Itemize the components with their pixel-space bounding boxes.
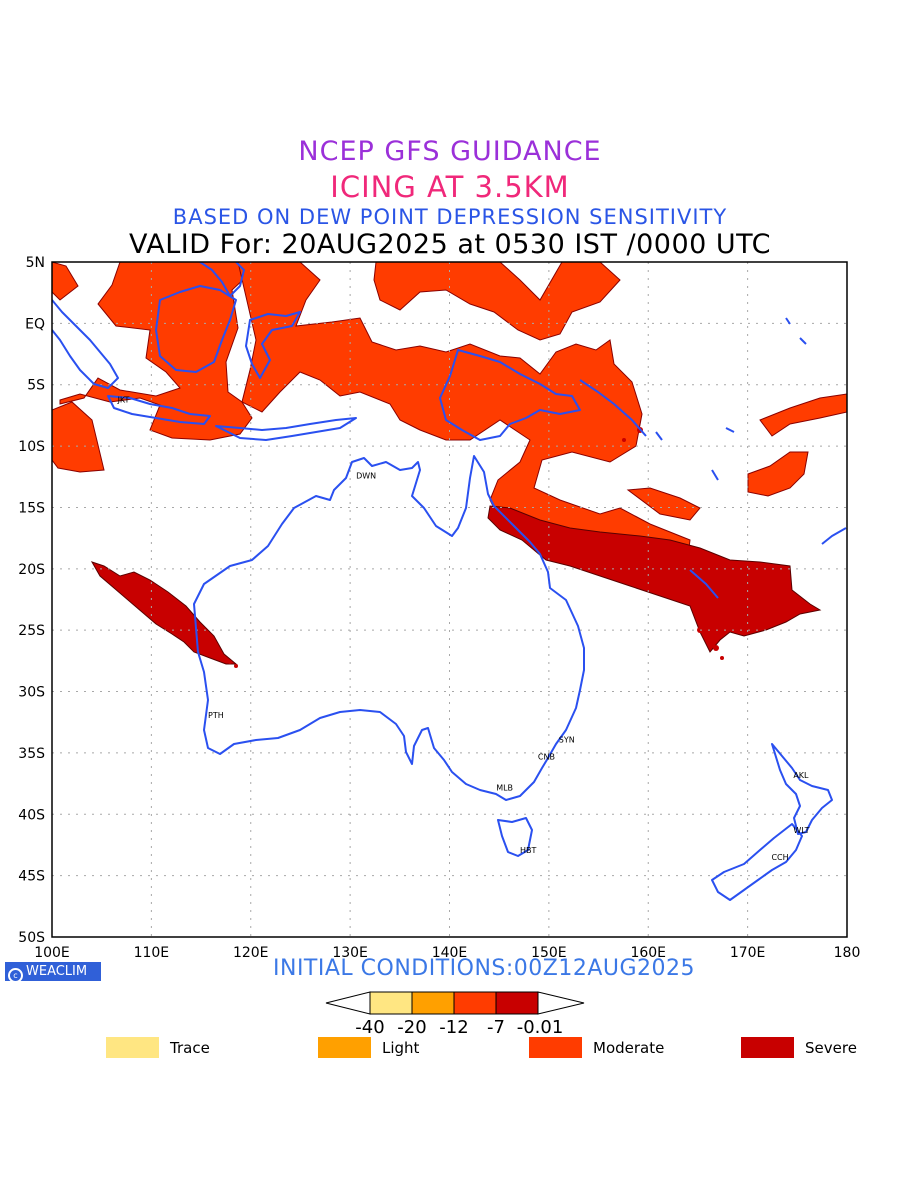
colorbar-swatch-moderate: [453, 991, 497, 1015]
new-guinea-coastline: [439, 349, 581, 441]
legend-swatch-moderate: [529, 1037, 582, 1058]
colorbar-left-arrow: [325, 991, 371, 1015]
copyright-icon: c: [8, 968, 23, 983]
latitude-tick-label: 50S: [18, 930, 45, 946]
moderate-icing-area: [52, 262, 263, 473]
colorbar: [325, 991, 585, 1015]
australia-coastline: [193, 455, 585, 801]
station-label: JKT: [117, 395, 130, 404]
borneo-coastline: [155, 285, 237, 373]
latitude-tick-label: 35S: [18, 746, 45, 762]
colorbar-swatch-light: [411, 991, 455, 1015]
java-coastline: [107, 395, 211, 425]
latitude-tick-label: 10S: [18, 439, 45, 455]
moderate-icing-area: [373, 262, 847, 521]
station-label: PTH: [208, 711, 224, 720]
station-label: CCH: [771, 853, 788, 862]
colorbar-tick-label: -40: [355, 1017, 385, 1038]
longitude-tick-label: 120E: [233, 945, 269, 961]
plot-frame: [51, 261, 848, 938]
latitude-tick-label: 15S: [18, 500, 45, 516]
longitude-tick-label: 150E: [531, 945, 567, 961]
longitude-tick-label: 180: [834, 945, 861, 961]
initial-conditions: INITIAL CONDITIONS:00Z12AUG2025: [273, 956, 696, 981]
latitude-tick-label: 5S: [27, 378, 45, 394]
longitude-tick-label: 130E: [332, 945, 368, 961]
station-label: CNB: [538, 753, 555, 762]
latitude-tick-label: 5N: [26, 255, 45, 271]
longitude-tick-label: 160E: [630, 945, 666, 961]
latitude-tick-label: 20S: [18, 562, 45, 578]
title-line-1: NCEP GFS GUIDANCE: [298, 136, 602, 167]
colorbar-tick-label: -12: [439, 1017, 469, 1038]
station-label: SYN: [559, 735, 575, 744]
severe-icing-area: [90, 561, 238, 665]
longitude-tick-label: 100E: [34, 945, 70, 961]
legend-label-moderate: Moderate: [593, 1039, 665, 1057]
title-line-3: BASED ON DEW POINT DEPRESSION SENSITIVIT…: [172, 205, 728, 229]
sumatra-coastline: [52, 299, 119, 389]
pacific-islands-coastline: [579, 317, 847, 599]
valid-time: VALID For: 20AUG2025 at 0530 IST /0000 U…: [129, 229, 771, 260]
legend-swatch-trace: [106, 1037, 159, 1058]
latitude-labels: 5N EQ 5S 10S 15S 20S 25S 30S 35S 40S 45S 50S: [18, 255, 45, 946]
latitude-tick-label: EQ: [25, 316, 45, 332]
colorbar-tick-label: -7: [487, 1017, 505, 1038]
badge-label: WEACLIM: [26, 964, 88, 979]
latitude-tick-label: 40S: [18, 807, 45, 823]
coastlines: [52, 262, 847, 901]
new-zealand-north-coastline: [771, 743, 833, 835]
station-labels: JKT DWN PTH SYN CNB MLB HBT AKL WLT CCH: [117, 395, 810, 862]
tasmania-coastline: [497, 817, 533, 857]
legend-swatch-light: [318, 1037, 371, 1058]
station-label: MLB: [496, 783, 513, 792]
sulawesi-coastline: [245, 311, 301, 379]
legend-swatch-severe: [741, 1037, 794, 1058]
legend-label-trace: Trace: [170, 1039, 210, 1057]
colorbar-tick-label: -20: [397, 1017, 427, 1038]
legend-label-severe: Severe: [805, 1039, 857, 1057]
icing-fields: [52, 262, 847, 668]
colorbar-swatch-severe: [495, 991, 539, 1015]
colorbar-right-arrow: [537, 991, 585, 1015]
colorbar-swatch-trace: [369, 991, 413, 1015]
legend-label-light: Light: [382, 1039, 420, 1057]
longitude-tick-label: 140E: [432, 945, 468, 961]
station-label: AKL: [793, 771, 809, 780]
colorbar-tick-label: -0.01: [516, 1017, 564, 1038]
moderate-icing-area: [237, 262, 691, 563]
philippines-coastline: [199, 262, 245, 297]
severe-icing-area: [487, 505, 822, 653]
station-label: HBT: [520, 846, 537, 855]
nusa-tenggara-coastline: [215, 417, 357, 441]
longitude-tick-label: 170E: [730, 945, 766, 961]
latitude-tick-label: 25S: [18, 623, 45, 639]
latitude-tick-label: 45S: [18, 869, 45, 885]
latitude-tick-label: 30S: [18, 685, 45, 701]
title-line-2: ICING AT 3.5KM: [330, 170, 570, 204]
new-zealand-south-coastline: [711, 823, 803, 901]
station-label: DWN: [356, 472, 376, 481]
station-label: WLT: [793, 826, 809, 835]
weaclim-badge: c WEACLIM: [5, 962, 101, 983]
longitude-labels: 100E 110E 120E 130E 140E 150E 160E 170E 180: [34, 945, 860, 961]
longitude-tick-label: 110E: [134, 945, 170, 961]
